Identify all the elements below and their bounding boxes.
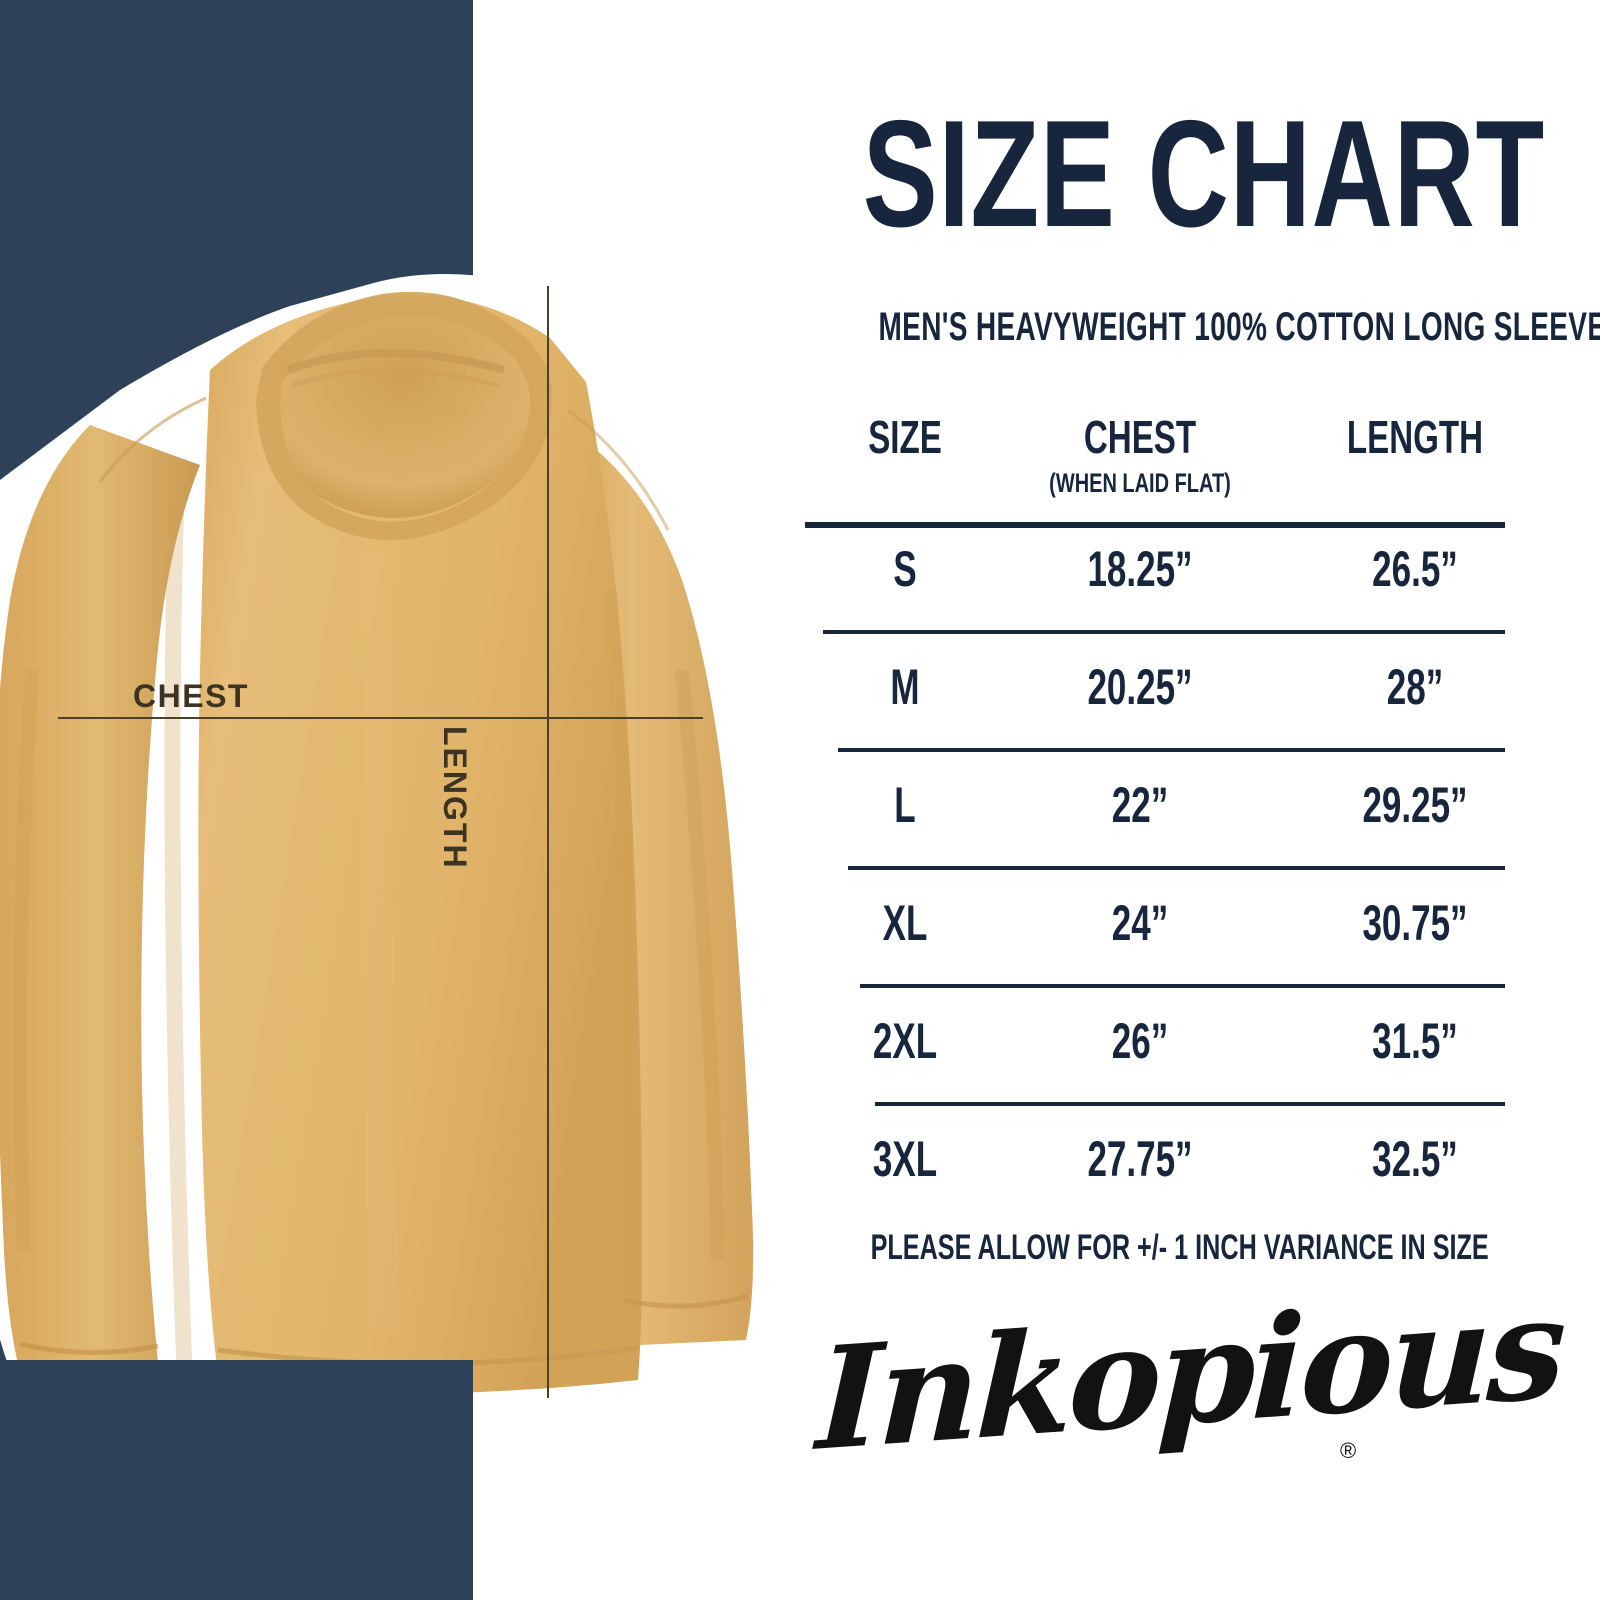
cell-chest: 26” (1111, 1013, 1169, 1069)
table-header-rule (805, 522, 1505, 528)
variance-footnote: PLEASE ALLOW FOR +/- 1 INCH VARIANCE IN … (870, 1228, 1489, 1267)
cell-length: 28” (1386, 659, 1444, 715)
row-divider (875, 1102, 1505, 1106)
page-title: SIZE CHART (862, 89, 1545, 259)
table-row: M 20.25” 28” (760, 636, 1550, 754)
cell-chest: 20.25” (1087, 659, 1193, 715)
column-header-chest: CHEST (1083, 411, 1197, 463)
table-row: 2XL 26” 31.5” (760, 990, 1550, 1108)
size-table: SIZE CHEST LENGTH (WHEN LAID FLAT) S 18.… (760, 410, 1550, 1226)
chest-measure-label: CHEST (133, 678, 249, 714)
cell-size: XL (882, 895, 928, 951)
length-measure-label: LENGTH (437, 726, 473, 870)
row-divider (838, 748, 1505, 752)
shirt-svg (0, 274, 800, 1418)
cell-size: 2XL (872, 1013, 938, 1069)
column-header-length: LENGTH (1346, 411, 1484, 463)
navy-background-notch (0, 1360, 473, 1600)
shirt-left-sleeve (0, 425, 200, 1382)
column-header-size: SIZE (868, 411, 942, 463)
cell-length: 31.5” (1372, 1013, 1458, 1069)
cell-chest: 27.75” (1087, 1131, 1193, 1187)
cell-length: 32.5” (1372, 1131, 1458, 1187)
shirt-illustration (0, 250, 800, 1430)
cell-size: M (890, 659, 920, 715)
cell-chest: 24” (1111, 895, 1169, 951)
brand-logo-text: Inkopious (814, 1265, 1565, 1483)
cell-size: S (893, 541, 917, 597)
brand-logo: Inkopious ® (814, 1266, 1565, 1538)
row-divider (823, 630, 1505, 634)
table-row: XL 24” 30.75” (760, 872, 1550, 990)
row-divider (848, 866, 1505, 870)
cell-size: 3XL (872, 1131, 938, 1187)
length-measure-line (547, 286, 549, 1398)
row-divider (860, 984, 1505, 988)
cell-chest: 22” (1111, 777, 1169, 833)
cell-chest: 18.25” (1087, 541, 1193, 597)
chest-measure-line (58, 717, 703, 719)
cell-length: 29.25” (1362, 777, 1468, 833)
cell-length: 30.75” (1362, 895, 1468, 951)
cell-size: L (894, 777, 916, 833)
column-header-chest-note: (WHEN LAID FLAT) (1049, 468, 1231, 498)
registered-trademark-icon: ® (1340, 1438, 1357, 1463)
table-row: L 22” 29.25” (760, 754, 1550, 872)
chart-panel: SIZE CHART MEN'S HEAVYWEIGHT 100% COTTON… (760, 0, 1600, 1600)
page-subtitle: MEN'S HEAVYWEIGHT 100% COTTON LONG SLEEV… (878, 305, 1600, 349)
table-row: S 18.25” 26.5” (760, 518, 1550, 636)
shirt-body (198, 295, 642, 1395)
table-header-row: SIZE CHEST LENGTH (WHEN LAID FLAT) (760, 410, 1550, 528)
cell-length: 26.5” (1372, 541, 1458, 597)
table-row: 3XL 27.75” 32.5” (760, 1108, 1550, 1226)
